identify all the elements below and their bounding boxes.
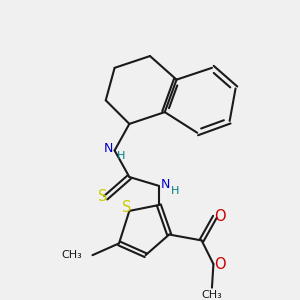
Text: CH₃: CH₃ [202, 290, 222, 300]
Text: S: S [98, 189, 107, 204]
Text: O: O [214, 256, 226, 272]
Text: O: O [214, 209, 226, 224]
Text: N: N [161, 178, 170, 191]
Text: H: H [171, 186, 179, 196]
Text: S: S [122, 200, 131, 215]
Text: N: N [103, 142, 113, 155]
Text: H: H [117, 151, 125, 161]
Text: CH₃: CH₃ [61, 250, 82, 260]
